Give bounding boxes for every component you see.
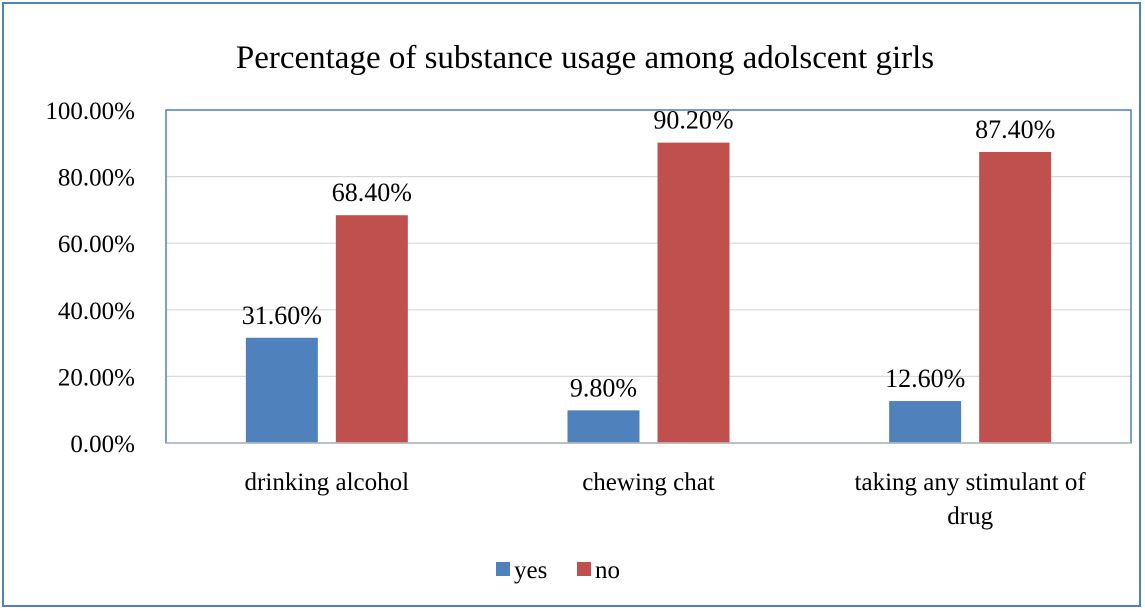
y-tick-label: 60.00%	[58, 231, 135, 258]
data-label-no-1: 90.20%	[653, 106, 733, 135]
data-label-no-0: 68.40%	[332, 178, 412, 207]
bar-yes-0	[245, 337, 318, 443]
bar-no-1	[657, 142, 730, 443]
x-tick-label: drinking alcohol	[245, 469, 410, 496]
y-tick-label: 20.00%	[58, 364, 135, 391]
x-axis: drinking alcohol chewing chat taking any s…	[166, 442, 1131, 530]
gridlines	[165, 109, 1132, 444]
data-label-yes-1: 9.80%	[570, 373, 637, 402]
y-tick-label: 40.00%	[58, 298, 135, 325]
x-tick-label: taking any stimulant of drug	[855, 469, 1087, 530]
bar-yes-2	[889, 401, 962, 443]
data-label-yes-2: 12.60%	[885, 364, 965, 393]
y-tick-label: 100.00%	[45, 98, 135, 125]
legend-swatch-yes	[496, 562, 510, 576]
x-tick-label: chewing chat	[582, 469, 715, 496]
data-label-yes-0: 31.60%	[242, 301, 322, 330]
y-tick-label: 0.00%	[70, 431, 135, 458]
data-label-no-2: 87.40%	[975, 115, 1055, 144]
data-labels: 31.60% 68.40% 9.80% 90.20% 12.60% 87.40%	[242, 106, 1056, 403]
chart-title: Percentage of substance usage among adol…	[236, 40, 934, 76]
bars	[245, 142, 1052, 443]
legend-swatch-no	[577, 562, 591, 576]
legend: yes no	[496, 557, 620, 584]
y-tick-label: 80.00%	[58, 165, 135, 192]
y-axis: 0.00% 20.00% 40.00% 60.00% 80.00% 100.00%	[45, 98, 135, 458]
bar-yes-1	[567, 410, 640, 443]
legend-label-no: no	[595, 557, 620, 584]
bar-no-2	[979, 151, 1052, 443]
legend-label-yes: yes	[514, 557, 547, 584]
bar-no-0	[335, 215, 408, 443]
